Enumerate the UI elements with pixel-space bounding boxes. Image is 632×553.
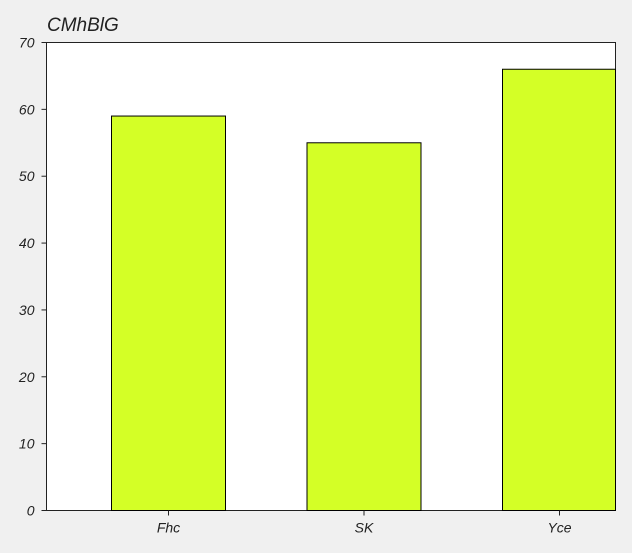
y-tick-label: 10 [19,436,35,452]
y-tick-label: 20 [18,369,35,385]
bars [111,68,616,512]
x-tick-label: SK [355,520,374,536]
x-tick-label: Yce [547,520,571,536]
y-tick-label: 60 [19,101,35,117]
y-tick-label: 0 [27,503,35,519]
x-axis: Fhc SK Yce [157,510,572,536]
y-axis: 0 10 20 30 40 50 60 70 [18,35,47,519]
x-tick-label: Fhc [157,520,180,536]
y-tick-label: 40 [19,235,35,251]
y-tick-label: 30 [19,302,35,318]
y-tick-label: 50 [19,168,35,184]
bar-fhc [111,115,226,512]
y-tick-label: 70 [19,35,35,51]
bar-yce [502,68,616,511]
bar-sk [306,142,422,512]
chart-title: CMhBlG [47,15,119,36]
